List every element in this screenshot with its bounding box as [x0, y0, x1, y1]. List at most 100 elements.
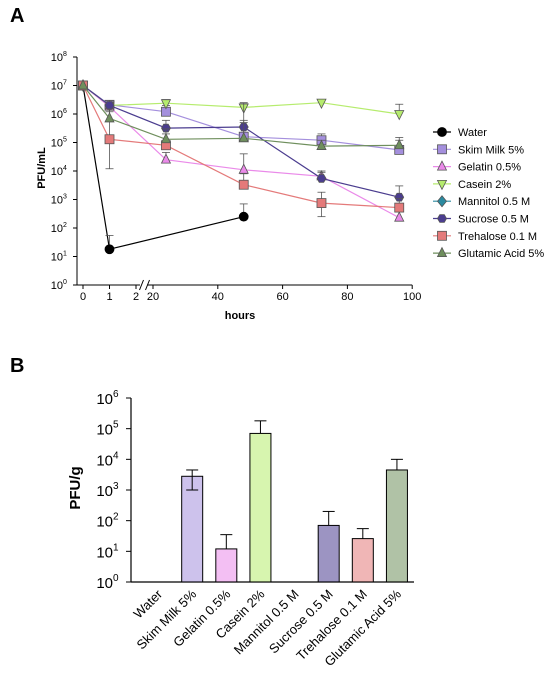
legend-marker: [437, 230, 447, 241]
data-point: [316, 139, 327, 150]
a-y-tick-label: 10: [51, 252, 63, 264]
bar-glutamic-acid-5-: [385, 469, 408, 583]
b-y-tick-label: 10: [96, 452, 113, 469]
bar-trehalose-0-1-m: [351, 538, 374, 583]
data-point: [160, 153, 172, 164]
legend-marker: [437, 214, 447, 223]
data-point: [104, 134, 115, 145]
panel-b-label: B: [10, 355, 24, 377]
legend-marker: [436, 246, 448, 258]
legend-item: Casein 2%: [433, 179, 511, 191]
a-y-tick-exponent: 2: [63, 222, 67, 229]
b-y-axis-title: PFU/g: [67, 466, 84, 509]
a-y-tick-exponent: 5: [63, 137, 67, 144]
series-line: [82, 85, 400, 198]
bar-sucrose-0-5-m: [317, 524, 340, 583]
a-x-axis-title: hours: [225, 310, 256, 322]
a-y-tick-exponent: 7: [63, 80, 67, 87]
b-y-tick-label: 10: [96, 575, 113, 592]
a-x-tick-label: 20: [147, 291, 159, 303]
a-x-tick-label: 80: [341, 291, 353, 303]
b-y-tick-exponent: 3: [113, 481, 119, 492]
a-series-layer: [77, 79, 405, 255]
a-x-tick-label: 40: [212, 291, 224, 303]
data-point: [238, 179, 249, 190]
a-y-tick-label: 10: [51, 195, 63, 207]
a-y-tick-exponent: 0: [63, 279, 67, 286]
a-y-axis-title: PFU/mL: [36, 147, 48, 189]
data-point: [160, 132, 172, 144]
a-y-tick-label: 10: [51, 223, 63, 235]
a-y-tick-label: 10: [51, 280, 63, 292]
legend-label: Gelatin 0.5%: [458, 162, 521, 174]
legend-item: Skim Milk 5%: [433, 144, 524, 156]
b-y-tick-label: 10: [96, 391, 113, 408]
b-y-tick-exponent: 5: [113, 420, 119, 431]
b-bars-layer: [181, 420, 408, 583]
data-point: [77, 79, 89, 90]
data-point: [104, 244, 115, 255]
b-y-tick-label: 10: [96, 514, 113, 531]
legend-label: Mannitol 0.5 M: [458, 196, 530, 208]
series-line: [82, 85, 400, 209]
a-x-tick-label: 100: [403, 291, 421, 303]
b-y-tick-exponent: 4: [113, 450, 119, 461]
a-y-tick-exponent: 8: [63, 51, 67, 58]
data-point: [316, 198, 327, 208]
a-y-tick-exponent: 1: [63, 251, 67, 258]
a-y-tick-exponent: 4: [63, 165, 67, 172]
series-glutamic-acid-5-: [77, 79, 405, 150]
series-casein-2-: [77, 81, 405, 121]
b-y-tick-label: 10: [96, 483, 113, 500]
data-point: [160, 99, 172, 110]
a-x-tick-label: 2: [133, 291, 139, 303]
a-x-tick-label: 0: [80, 291, 86, 303]
series-line: [82, 85, 400, 115]
legend-marker: [437, 127, 447, 137]
data-point: [394, 110, 405, 121]
b-y-tick-exponent: 0: [113, 573, 119, 584]
series-line: [82, 85, 400, 147]
data-point: [161, 123, 171, 133]
b-y-tick-exponent: 1: [113, 542, 119, 553]
legend-marker: [436, 179, 448, 191]
b-y-tick-label: 10: [96, 422, 113, 439]
legend-item: Water: [433, 127, 487, 139]
a-y-tick-label: 10: [51, 81, 63, 93]
panel-a-label: A: [10, 5, 24, 27]
legend-marker: [436, 195, 448, 208]
data-point: [238, 211, 249, 222]
b-y-tick-exponent: 6: [113, 389, 119, 400]
data-point: [238, 163, 249, 174]
legend-label: Glutamic Acid 5%: [458, 248, 544, 260]
data-point: [316, 98, 327, 110]
legend-label: Sucrose 0.5 M: [458, 214, 529, 226]
legend-marker: [436, 160, 448, 171]
legend-label: Trehalose 0.1 M: [458, 231, 537, 243]
legend-label: Skim Milk 5%: [458, 144, 524, 156]
a-y-tick-exponent: 3: [63, 194, 67, 201]
a-y-tick-label: 10: [51, 166, 63, 178]
a-y-tick-label: 10: [51, 138, 63, 150]
legend: Water Skim Milk 5% Gelatin 0.5% Casein 2% Ma…: [433, 127, 544, 260]
legend-item: Mannitol 0.5 M: [433, 195, 530, 208]
bar-casein-2-: [249, 432, 272, 583]
data-point: [394, 202, 405, 213]
legend-item: Glutamic Acid 5%: [433, 246, 544, 260]
a-axis-break-mark: [139, 279, 144, 291]
legend-label: Casein 2%: [458, 179, 511, 191]
data-point: [316, 174, 327, 183]
b-y-tick-label: 10: [96, 544, 113, 561]
legend-label: Water: [458, 127, 487, 139]
legend-marker: [437, 144, 447, 155]
a-y-tick-label: 10: [51, 52, 63, 64]
a-axes: 10 010 110 210 310 410 510 610 710 80 1 2 20 40 60 80 10…: [51, 51, 422, 303]
series-gelatin-0-5-: [77, 79, 405, 222]
a-x-tick-label: 1: [106, 291, 112, 303]
series-trehalose-0-1-m: [78, 80, 405, 218]
data-point: [394, 192, 405, 202]
